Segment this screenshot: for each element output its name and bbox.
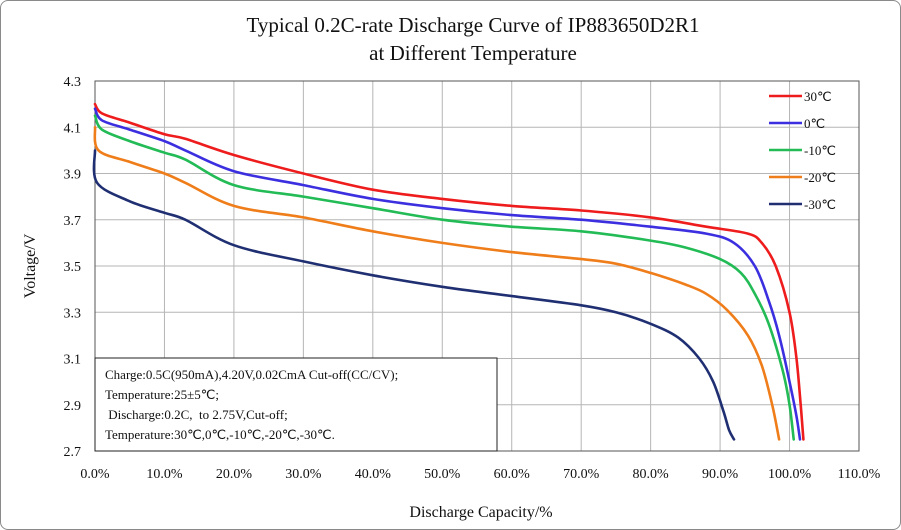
- x-tick-label: 100.0%: [768, 467, 812, 482]
- note-line-temperature-charge: Temperature:25±5℃;: [105, 387, 219, 402]
- y-tick-label: 3.3: [64, 306, 82, 321]
- y-tick-label: 3.9: [64, 168, 82, 183]
- series-line: [93, 102, 805, 441]
- series-line: [93, 114, 795, 441]
- chart-subtitle: at Different Temperature: [369, 41, 577, 65]
- series-line: [93, 107, 802, 441]
- x-tick-label: 110.0%: [838, 467, 881, 482]
- x-tick-label: 70.0%: [563, 467, 600, 482]
- y-tick-label: 3.1: [64, 353, 82, 368]
- x-tick-label: 90.0%: [702, 467, 739, 482]
- x-axis-label: Discharge Capacity/%: [409, 504, 552, 521]
- series-line: [93, 126, 781, 441]
- legend-label: -10℃: [804, 143, 836, 158]
- y-tick-label: 3.7: [64, 214, 82, 229]
- y-tick-label: 2.7: [64, 445, 82, 460]
- y-tick-label: 4.3: [64, 75, 82, 90]
- legend-label: -30℃: [804, 197, 836, 212]
- test-conditions-box: Charge:0.5C(950mA),4.20V,0.02CmA Cut-off…: [94, 357, 498, 452]
- x-tick-label: 10.0%: [146, 467, 183, 482]
- x-tick-label: 20.0%: [216, 467, 253, 482]
- y-axis-label: Voltage/V: [22, 233, 39, 298]
- x-axis-ticks: 0.0% 10.0% 20.0% 30.0% 40.0% 50.0% 60.0% 70.0% 8…: [80, 467, 880, 482]
- series-line: [92, 149, 736, 441]
- legend: 30℃ 0℃ -10℃ -20℃ -30℃: [769, 89, 836, 212]
- chart-title: Typical 0.2C-rate Discharge Curve of IP8…: [246, 13, 699, 37]
- note-line-discharge: Discharge:0.2C, to 2.75V,Cut-off;: [105, 407, 288, 422]
- x-tick-label: 40.0%: [355, 467, 392, 482]
- note-line-temperatures: Temperature:30℃,0℃,-10℃,-20℃,-30℃.: [105, 427, 335, 442]
- legend-label: 0℃: [804, 116, 825, 131]
- legend-label: 30℃: [804, 89, 832, 104]
- y-tick-label: 2.9: [64, 399, 82, 414]
- series-lines: [92, 102, 805, 441]
- x-tick-label: 80.0%: [633, 467, 670, 482]
- x-tick-label: 30.0%: [285, 467, 322, 482]
- y-tick-label: 4.1: [64, 121, 82, 136]
- x-tick-label: 60.0%: [494, 467, 531, 482]
- y-tick-label: 3.5: [64, 260, 82, 275]
- x-tick-label: 50.0%: [424, 467, 461, 482]
- y-axis-ticks: 2.7 2.9 3.1 3.3 3.5 3.7 3.9 4.1 4.3: [64, 75, 82, 460]
- x-tick-label: 0.0%: [80, 467, 110, 482]
- note-line-charge: Charge:0.5C(950mA),4.20V,0.02CmA Cut-off…: [105, 367, 398, 382]
- legend-label: -20℃: [804, 170, 836, 185]
